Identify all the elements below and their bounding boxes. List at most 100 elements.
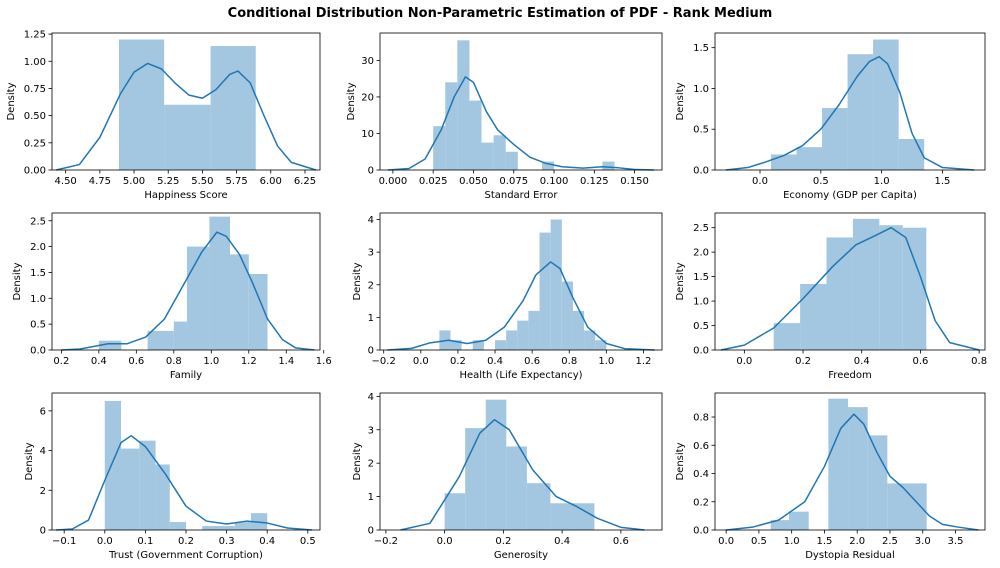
y-tick-label: 0.50 <box>24 111 46 122</box>
y-tick-label: 1.0 <box>693 297 709 308</box>
histogram-bar <box>104 400 122 530</box>
histogram-bar <box>481 142 494 170</box>
axes-frame <box>714 212 986 351</box>
x-tick-label: 0.3 <box>219 536 235 547</box>
histogram-bar <box>773 323 801 350</box>
y-axis-label: Density <box>12 262 23 300</box>
histogram-bar <box>595 340 607 350</box>
histogram-bar <box>210 46 256 170</box>
y-tick-label: 3 <box>368 248 374 259</box>
x-tick-label: 2.5 <box>882 536 898 547</box>
x-tick-label: 0.5 <box>751 536 767 547</box>
x-axis-label: Standard Error <box>484 190 558 201</box>
x-tick-label: 0.4 <box>91 356 107 367</box>
histogram-bar <box>539 232 551 350</box>
y-tick-label: 0.0 <box>30 346 46 357</box>
histogram-bar <box>493 135 506 170</box>
histogram-bar <box>526 483 551 530</box>
y-axis-label: Density <box>352 442 363 480</box>
x-tick-label: 0.0 <box>718 536 734 547</box>
subplot-7: −0.1 0.0 0.1 0.2 0.3 0.4 0.5 0 2 4 6 Trust (Governm… <box>24 392 321 561</box>
y-tick-label: 2 <box>368 280 374 291</box>
kde-curve <box>56 434 312 531</box>
x-tick-label: 0.0 <box>752 176 768 187</box>
y-tick-label: 1 <box>368 492 374 503</box>
histogram-bar <box>457 40 470 171</box>
y-axis-label: Density <box>675 262 686 300</box>
histogram-bar <box>450 340 462 350</box>
subplot-8: −0.2 0.0 0.2 0.4 0.6 0 1 2 3 4 Generosity Density <box>352 392 663 561</box>
histogram-bar <box>469 100 482 170</box>
histogram-bar <box>550 219 562 350</box>
subplot-5: −0.2 0.0 0.2 0.4 0.6 0.8 1.0 1.2 0 1 2 3 4 Health (Li… <box>352 212 663 381</box>
y-tick-label: 1.00 <box>24 57 46 68</box>
y-tick-label: 30 <box>361 56 374 67</box>
histogram-bar <box>550 503 571 530</box>
x-tick-label: 0.4 <box>854 356 870 367</box>
subplot-1: 4.50 4.75 5.00 5.25 5.50 5.75 6.00 6.25 0.00 0.25… <box>6 30 321 201</box>
kde-curve <box>726 413 979 531</box>
histogram-bar <box>433 126 446 170</box>
y-tick-label: 0.2 <box>693 497 709 508</box>
histogram-bar <box>873 39 899 170</box>
histogram-bar <box>572 310 585 350</box>
x-tick-label: 0.6 <box>524 356 540 367</box>
histogram-bar <box>505 151 518 170</box>
y-tick-label: 20 <box>361 92 374 103</box>
histogram-bar <box>119 39 165 170</box>
kde-curve <box>55 62 317 171</box>
x-tick-label: 3.0 <box>915 536 931 547</box>
y-tick-label: 0.0 <box>693 166 709 177</box>
x-tick-label: 1.0 <box>203 356 219 367</box>
histogram-bar <box>902 227 927 350</box>
histogram-bar <box>602 161 615 170</box>
figure-title: Conditional Distribution Non-Parametric … <box>228 6 773 21</box>
y-tick-label: 4 <box>368 392 374 403</box>
x-tick-label: 0.5 <box>300 536 316 547</box>
y-tick-label: 1.25 <box>24 30 46 41</box>
x-axis-label: Economy (GDP per Capita) <box>783 190 917 201</box>
x-tick-label: 3.5 <box>948 536 964 547</box>
axes-frame <box>51 32 321 171</box>
y-tick-label: 2 <box>368 459 374 470</box>
x-tick-label: 0.2 <box>450 356 466 367</box>
x-tick-label: 0.1 <box>137 536 153 547</box>
histogram-bar <box>230 254 249 350</box>
histogram-bar <box>121 448 140 530</box>
histogram-bar <box>770 520 790 530</box>
y-tick-label: 2.0 <box>30 242 46 253</box>
histogram-bar <box>506 446 527 530</box>
x-tick-label: 1.2 <box>241 356 257 367</box>
y-tick-label: 2.5 <box>693 223 709 234</box>
histogram-bar <box>800 283 827 350</box>
x-tick-label: 1.5 <box>816 536 832 547</box>
y-tick-label: 4 <box>368 215 374 226</box>
y-tick-label: 1.0 <box>693 84 709 95</box>
y-tick-label: 0.00 <box>24 166 46 177</box>
y-tick-label: 0.4 <box>693 469 709 480</box>
histogram-bar <box>173 321 187 350</box>
histogram-bar <box>826 237 853 350</box>
subplot-9: 0.0 0.5 1.0 1.5 2.0 2.5 3.0 3.5 0.0 0.2 0.4 0.6 0.8 D… <box>675 392 986 561</box>
y-tick-label: 1.0 <box>30 294 46 305</box>
x-axis-label: Health (Life Expectancy) <box>459 370 582 381</box>
x-tick-label: 5.25 <box>157 176 179 187</box>
histogram-bar <box>218 526 235 530</box>
y-axis-label: Density <box>675 442 686 480</box>
y-tick-label: 0.5 <box>693 125 709 136</box>
x-tick-label: 1.2 <box>635 356 651 367</box>
kde-curve <box>61 231 315 351</box>
x-tick-label: 0.2 <box>795 356 811 367</box>
y-tick-label: 0.75 <box>24 84 46 95</box>
y-tick-label: 2.5 <box>30 216 46 227</box>
y-tick-label: 0.5 <box>693 321 709 332</box>
y-tick-label: 1.5 <box>30 268 46 279</box>
x-tick-label: 1.4 <box>278 356 294 367</box>
histogram-bar <box>506 330 518 350</box>
axes-frame <box>714 392 986 531</box>
x-axis-label: Freedom <box>828 370 871 381</box>
y-axis-label: Density <box>352 262 363 300</box>
y-tick-label: 4 <box>40 446 46 457</box>
y-tick-label: 2 <box>40 486 46 497</box>
histogram-bar <box>822 108 848 170</box>
